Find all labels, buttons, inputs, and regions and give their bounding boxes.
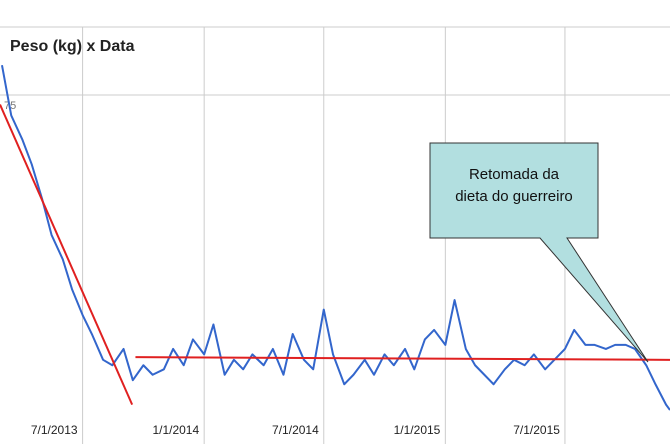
annotation: Retomada da dieta do guerreiro xyxy=(429,142,649,363)
annotation-text: Retomada da xyxy=(469,166,560,183)
callout xyxy=(429,142,649,363)
trend-line xyxy=(135,356,670,361)
x-tick-label: 1/1/2015 xyxy=(394,423,441,437)
marks xyxy=(0,64,670,411)
x-tick-label: 7/1/2014 xyxy=(272,423,319,437)
grid: 7/1/2013 1/1/2014 7/1/2014 1/1/2015 7/1/2015… xyxy=(0,27,670,444)
x-tick-label: 7/1/2013 xyxy=(31,423,78,437)
chart-title: Peso (kg) x Data xyxy=(10,38,135,55)
x-tick-label: 1/1/2014 xyxy=(152,423,199,437)
trend-line xyxy=(0,104,134,406)
annotation-text: dieta do guerreiro xyxy=(455,188,573,205)
x-tick-label: 7/1/2015 xyxy=(513,423,560,437)
